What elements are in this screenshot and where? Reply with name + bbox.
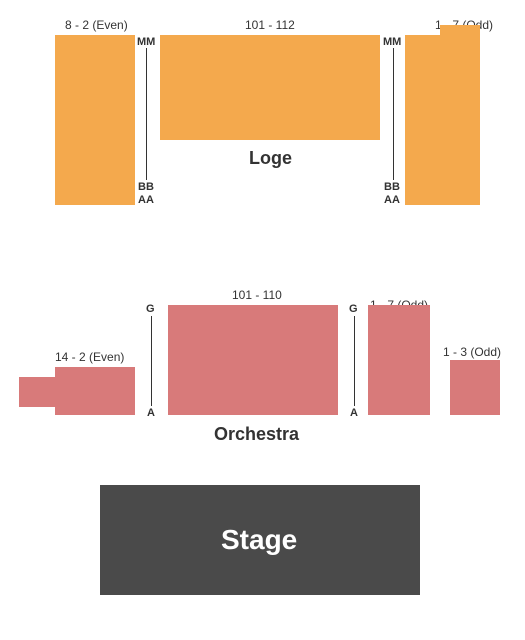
orchestra-vline-right (354, 316, 355, 406)
loge-center-block (160, 35, 380, 140)
orchestra-vline-left (151, 316, 152, 406)
orchestra-far-right-block (450, 360, 500, 415)
orchestra-row-a-left: A (147, 407, 155, 419)
loge-section-label: Loge (249, 148, 292, 169)
loge-right-main-block (405, 35, 440, 205)
loge-row-aa-right: AA (384, 194, 400, 206)
orchestra-section-label: Orchestra (214, 424, 299, 445)
orchestra-center-seats-label: 101 - 110 (232, 288, 282, 302)
loge-right-top-block (440, 25, 480, 205)
orchestra-right-block (368, 305, 430, 415)
loge-left-seats-label: 8 - 2 (Even) (65, 18, 128, 32)
orchestra-far-left-small-block (19, 377, 55, 407)
orchestra-left-block (55, 367, 135, 415)
loge-row-mm-right: MM (383, 36, 401, 48)
loge-left-block (55, 35, 135, 205)
loge-row-bb-right: BB (384, 181, 400, 193)
loge-row-bb-left: BB (138, 181, 154, 193)
loge-row-aa-left: AA (138, 194, 154, 206)
orchestra-far-right-seats-label: 1 - 3 (Odd) (443, 345, 501, 359)
orchestra-row-g-right: G (349, 303, 358, 315)
loge-center-seats-label: 101 - 112 (245, 18, 295, 32)
orchestra-row-a-right: A (350, 407, 358, 419)
loge-row-mm-left: MM (137, 36, 155, 48)
loge-vline-left (146, 48, 147, 180)
orchestra-center-block (168, 305, 338, 415)
stage-label: Stage (221, 524, 297, 556)
orchestra-row-g-left: G (146, 303, 155, 315)
orchestra-far-left-seats-label: 14 - 2 (Even) (55, 350, 124, 364)
loge-vline-right (393, 48, 394, 180)
